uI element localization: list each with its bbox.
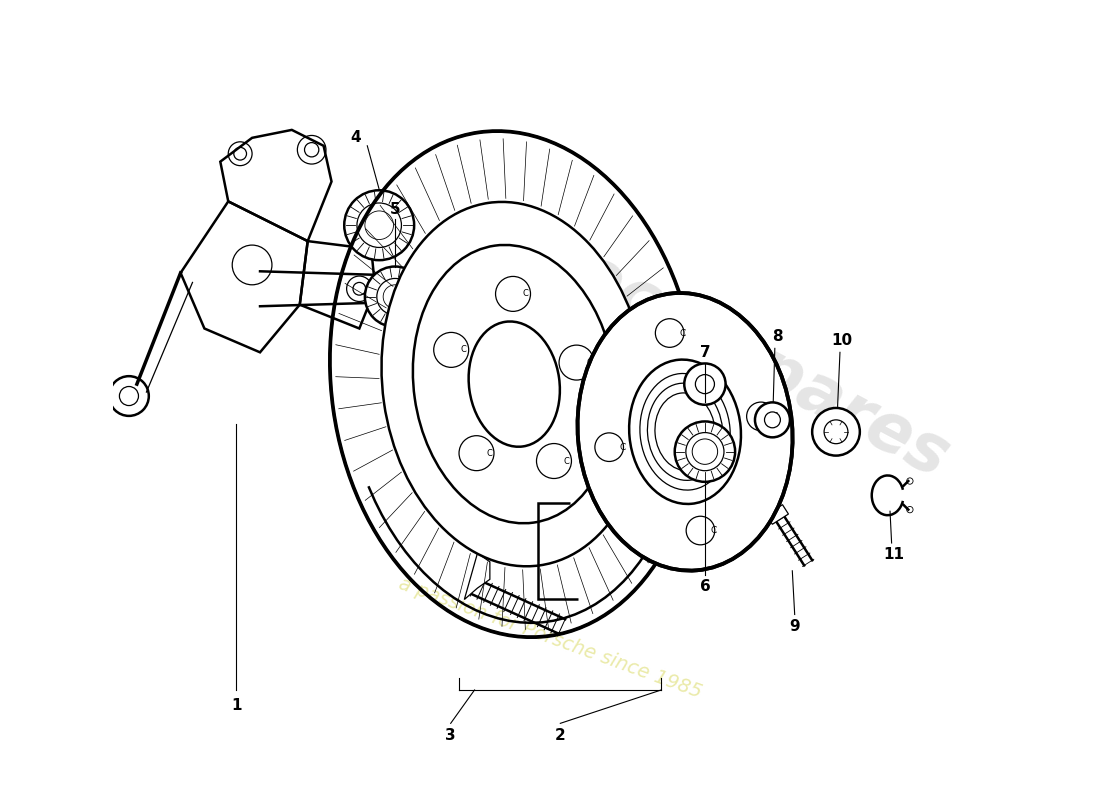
Text: C: C [771,412,778,421]
Circle shape [824,420,848,444]
Text: C: C [461,346,466,354]
Circle shape [812,408,860,456]
Text: 6: 6 [700,579,711,594]
Text: C: C [586,358,592,367]
Circle shape [537,443,572,478]
Circle shape [674,422,735,482]
Circle shape [747,402,776,430]
Circle shape [559,345,594,380]
Text: C: C [619,442,626,452]
Circle shape [383,285,407,309]
Text: 11: 11 [883,547,904,562]
Text: C: C [711,526,717,535]
Text: 9: 9 [790,619,800,634]
Ellipse shape [578,293,793,570]
Circle shape [356,203,402,247]
Circle shape [692,439,717,464]
Text: 2: 2 [556,728,565,742]
Text: 5: 5 [389,202,400,217]
Polygon shape [767,505,789,524]
Ellipse shape [330,131,698,637]
Ellipse shape [469,322,560,446]
Circle shape [695,374,715,394]
Text: C: C [486,449,492,458]
Text: 1: 1 [231,698,241,714]
Circle shape [764,412,780,428]
Circle shape [344,190,415,260]
Text: eurocarspares: eurocarspares [454,181,960,492]
Text: C: C [680,329,686,338]
Circle shape [459,436,494,470]
Text: C: C [563,457,570,466]
Circle shape [433,333,469,367]
Ellipse shape [412,245,616,523]
Text: C: C [522,290,528,298]
Circle shape [595,433,624,462]
Circle shape [755,402,790,438]
Text: 4: 4 [350,130,361,146]
Circle shape [495,277,530,311]
Circle shape [686,433,724,470]
Circle shape [365,211,394,239]
Circle shape [684,363,726,405]
Ellipse shape [629,359,741,504]
Circle shape [686,516,715,545]
Text: 8: 8 [772,329,782,344]
Ellipse shape [382,202,647,566]
Text: a passion for Porsche since 1985: a passion for Porsche since 1985 [396,574,704,702]
Text: 3: 3 [446,728,456,742]
Circle shape [377,278,414,315]
Circle shape [365,266,426,327]
Text: 7: 7 [700,345,711,360]
Text: 10: 10 [832,333,852,348]
Circle shape [656,318,684,347]
Polygon shape [464,553,490,599]
